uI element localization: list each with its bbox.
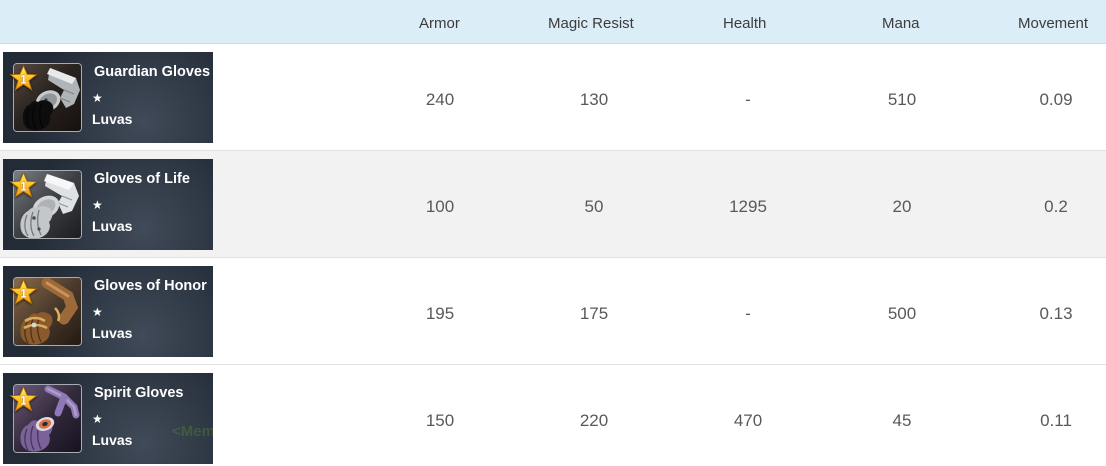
svg-text:1: 1 [20,394,27,408]
svg-text:1: 1 [20,180,27,194]
svg-text:1: 1 [20,73,27,87]
svg-text:1: 1 [20,287,27,301]
